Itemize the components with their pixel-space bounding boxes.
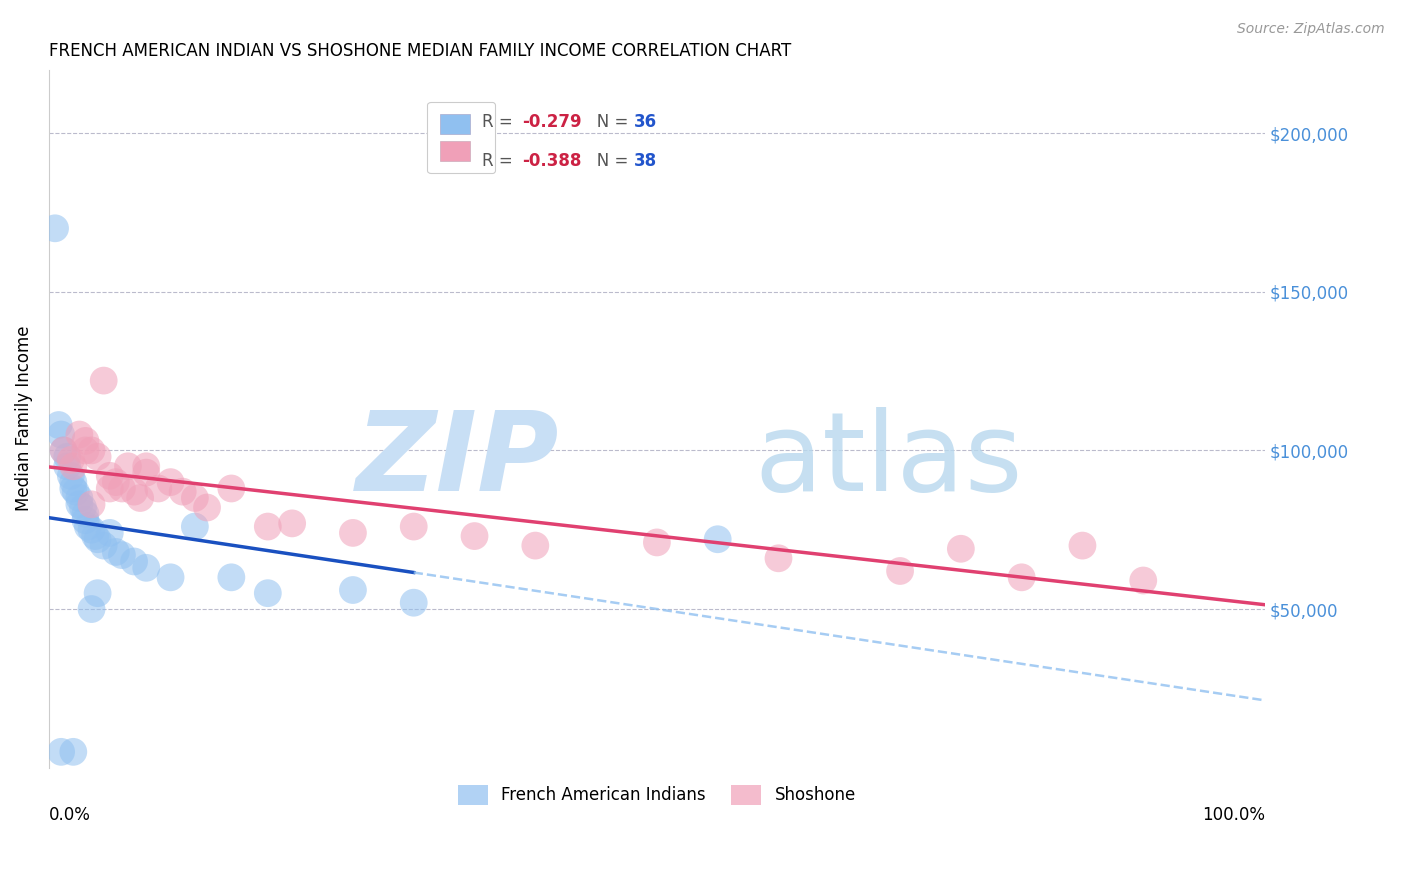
Point	[889, 564, 911, 578]
Text: R =: R =	[482, 112, 519, 131]
Point	[148, 482, 170, 496]
Text: 0.0%: 0.0%	[49, 806, 91, 824]
Point	[221, 482, 243, 496]
Point	[402, 596, 425, 610]
Point	[1071, 539, 1094, 553]
Point	[159, 475, 181, 490]
Point	[342, 525, 364, 540]
Point	[184, 519, 207, 533]
Point	[463, 529, 485, 543]
Point	[111, 482, 134, 496]
Point	[65, 484, 87, 499]
Point	[80, 497, 103, 511]
Point	[111, 548, 134, 562]
Point	[342, 582, 364, 597]
Point	[67, 497, 90, 511]
Point	[645, 535, 668, 549]
Point	[93, 539, 115, 553]
Point	[221, 570, 243, 584]
Text: ZIP: ZIP	[356, 407, 560, 514]
Point	[72, 500, 94, 515]
Point	[135, 466, 157, 480]
Point	[49, 745, 72, 759]
Point	[52, 443, 75, 458]
Point	[117, 459, 139, 474]
Text: Source: ZipAtlas.com: Source: ZipAtlas.com	[1237, 22, 1385, 37]
Text: atlas: atlas	[754, 407, 1022, 514]
Text: N =: N =	[581, 112, 634, 131]
Point	[706, 533, 728, 547]
Point	[75, 443, 97, 458]
Point	[86, 533, 108, 547]
Point	[524, 539, 547, 553]
Point	[49, 427, 72, 442]
Point	[67, 491, 90, 505]
Point	[56, 450, 79, 464]
Point	[62, 745, 84, 759]
Point	[129, 491, 152, 505]
Y-axis label: Median Family Income: Median Family Income	[15, 326, 32, 511]
Point	[195, 500, 218, 515]
Point	[75, 513, 97, 527]
Text: FRENCH AMERICAN INDIAN VS SHOSHONE MEDIAN FAMILY INCOME CORRELATION CHART: FRENCH AMERICAN INDIAN VS SHOSHONE MEDIA…	[49, 42, 792, 60]
Text: -0.388: -0.388	[522, 152, 581, 170]
Point	[768, 551, 790, 566]
Point	[98, 525, 121, 540]
Text: R =: R =	[482, 152, 519, 170]
Point	[80, 523, 103, 537]
Point	[52, 443, 75, 458]
Text: 38: 38	[634, 152, 658, 170]
Point	[281, 516, 304, 531]
Point	[75, 507, 97, 521]
Point	[80, 443, 103, 458]
Point	[172, 484, 194, 499]
Point	[44, 221, 66, 235]
Point	[59, 468, 82, 483]
Point	[77, 519, 100, 533]
Point	[84, 529, 107, 543]
Point	[86, 586, 108, 600]
Point	[86, 450, 108, 464]
Text: 36: 36	[634, 112, 658, 131]
Text: N =: N =	[581, 152, 634, 170]
Point	[135, 459, 157, 474]
Point	[1132, 574, 1154, 588]
Point	[1011, 570, 1033, 584]
Point	[80, 602, 103, 616]
Point	[98, 482, 121, 496]
Point	[135, 561, 157, 575]
Text: 100.0%: 100.0%	[1202, 806, 1265, 824]
Point	[402, 519, 425, 533]
Point	[98, 468, 121, 483]
Point	[59, 453, 82, 467]
Point	[184, 491, 207, 505]
Point	[104, 545, 127, 559]
Point	[256, 519, 278, 533]
Point	[122, 554, 145, 568]
Point	[62, 459, 84, 474]
Point	[949, 541, 972, 556]
Point	[75, 434, 97, 448]
Point	[104, 475, 127, 490]
Point	[256, 586, 278, 600]
Point	[67, 427, 90, 442]
Point	[159, 570, 181, 584]
Point	[62, 482, 84, 496]
Point	[48, 417, 70, 432]
Legend: French American Indians, Shoshone: French American Indians, Shoshone	[451, 778, 862, 812]
Point	[56, 459, 79, 474]
Point	[122, 484, 145, 499]
Point	[93, 374, 115, 388]
Point	[62, 475, 84, 490]
Text: -0.279: -0.279	[522, 112, 582, 131]
